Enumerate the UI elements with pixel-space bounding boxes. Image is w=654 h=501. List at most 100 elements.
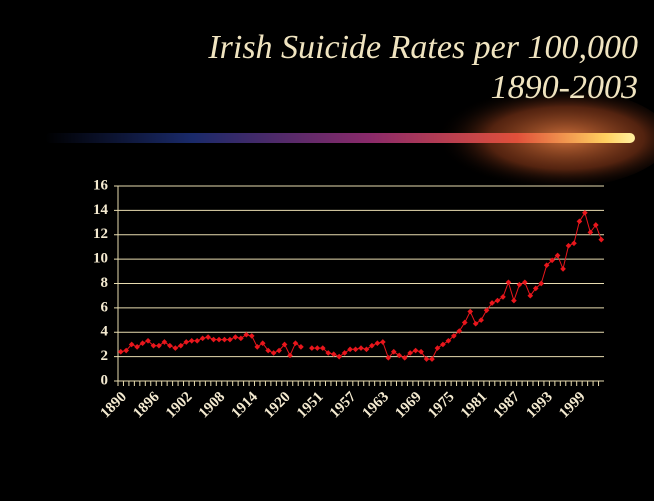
point <box>461 319 468 326</box>
point <box>145 337 151 344</box>
point <box>314 345 321 351</box>
point <box>194 337 201 344</box>
point <box>571 240 577 247</box>
point <box>538 280 545 287</box>
point <box>418 348 424 355</box>
streak <box>45 133 635 143</box>
point <box>123 347 130 354</box>
point <box>451 333 457 339</box>
point <box>390 348 397 355</box>
point <box>172 345 179 351</box>
point <box>216 336 222 343</box>
point <box>582 209 588 216</box>
point <box>292 340 299 347</box>
y-tick-label: 10 <box>93 251 108 267</box>
point <box>276 347 282 354</box>
point <box>270 350 277 356</box>
point <box>319 345 326 351</box>
point <box>369 342 375 349</box>
point <box>183 339 190 345</box>
point <box>543 262 550 269</box>
point <box>281 341 288 348</box>
point <box>309 345 315 351</box>
point <box>205 334 211 340</box>
point <box>325 350 332 356</box>
point <box>456 328 463 334</box>
point <box>478 317 484 323</box>
point <box>177 342 184 349</box>
point <box>494 297 501 304</box>
point <box>467 308 474 315</box>
point <box>527 292 534 299</box>
point <box>298 344 304 350</box>
point <box>243 331 250 338</box>
point <box>341 350 348 356</box>
point <box>347 346 353 353</box>
point <box>156 342 162 349</box>
point <box>440 341 446 348</box>
point <box>489 300 495 306</box>
point <box>128 341 135 348</box>
point <box>434 345 441 351</box>
point <box>500 294 506 300</box>
point <box>374 340 381 347</box>
point <box>598 236 605 243</box>
point <box>445 337 452 344</box>
point <box>238 335 244 342</box>
point <box>259 340 266 347</box>
y-tick-label: 14 <box>93 202 109 218</box>
point <box>167 342 173 349</box>
point <box>429 356 435 362</box>
point <box>117 348 124 355</box>
point <box>407 350 413 356</box>
point <box>134 344 140 350</box>
point <box>232 334 239 340</box>
point <box>221 336 228 343</box>
point <box>265 347 271 354</box>
point <box>336 353 342 360</box>
point <box>532 285 539 292</box>
point <box>139 340 146 347</box>
point <box>554 252 561 259</box>
point <box>560 266 566 272</box>
point <box>330 351 337 358</box>
point <box>287 352 293 359</box>
point <box>472 320 479 327</box>
point <box>521 279 528 286</box>
chart-subtitle: 1890-2003 <box>491 69 638 106</box>
chart-title: Irish Suicide Rates per 100,000 <box>207 29 638 66</box>
point <box>483 307 490 314</box>
y-tick-label: 2 <box>101 348 109 364</box>
point <box>254 344 261 350</box>
point <box>352 346 359 353</box>
point <box>363 346 370 353</box>
point <box>592 222 599 228</box>
point <box>505 279 512 286</box>
point <box>358 345 364 351</box>
point <box>380 339 386 345</box>
point <box>576 218 583 225</box>
y-tick-label: 8 <box>101 275 109 291</box>
y-tick-label: 4 <box>101 324 109 340</box>
point <box>423 356 430 362</box>
point <box>412 347 419 354</box>
point <box>199 335 206 342</box>
point <box>150 342 157 349</box>
point <box>401 355 408 361</box>
y-tick-label: 16 <box>93 177 109 193</box>
y-tick-label: 0 <box>101 372 109 388</box>
point <box>516 281 523 288</box>
point <box>565 242 572 249</box>
point <box>188 337 195 344</box>
point <box>511 297 517 304</box>
point <box>210 336 217 343</box>
y-tick-label: 6 <box>101 299 109 315</box>
point <box>549 257 555 264</box>
point <box>385 355 392 361</box>
point <box>161 339 168 345</box>
y-tick-label: 12 <box>93 226 108 242</box>
point <box>227 336 233 343</box>
point <box>248 333 255 339</box>
